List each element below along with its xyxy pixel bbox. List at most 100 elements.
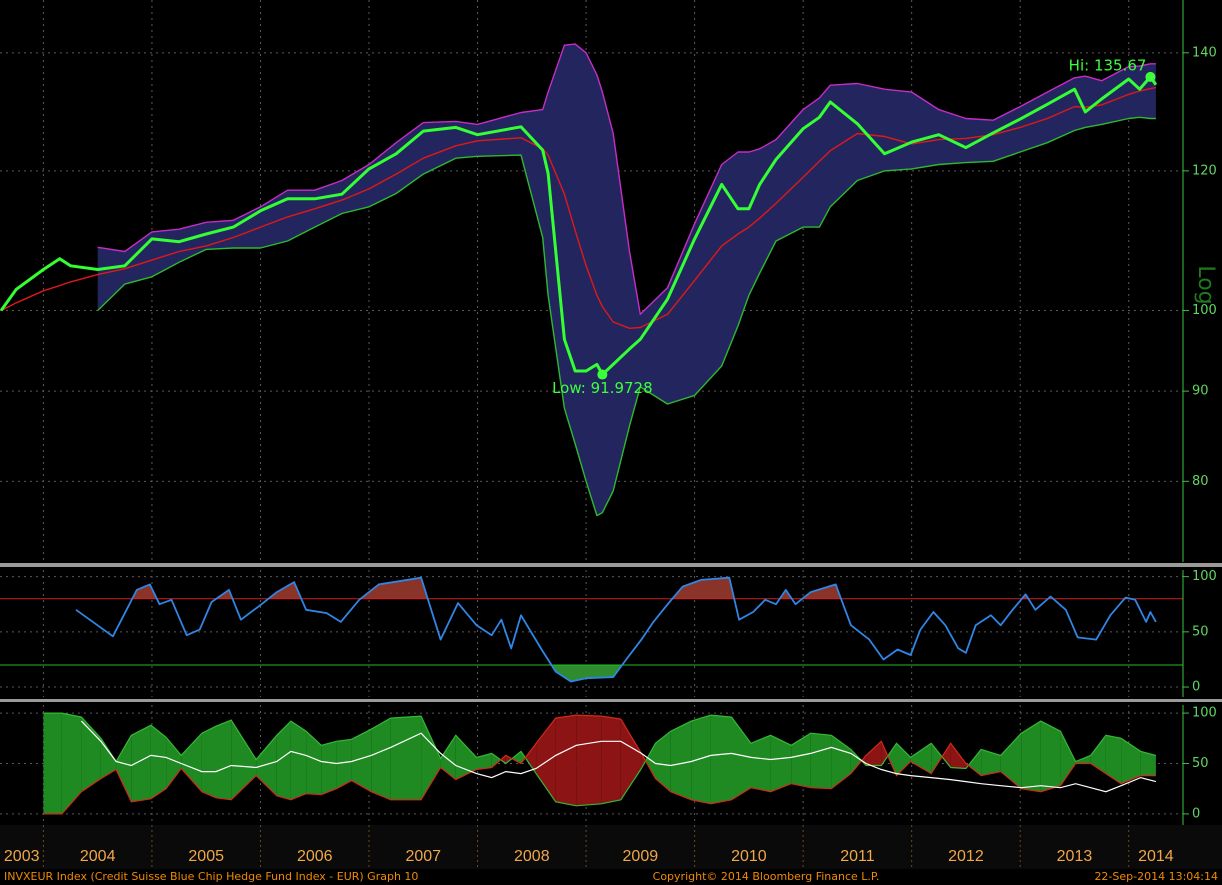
footer-center: Copyright© 2014 Bloomberg Finance L.P.	[653, 870, 880, 883]
x-tick-label: 2003	[4, 848, 40, 865]
osc-fill	[276, 721, 291, 800]
osc-fill	[1121, 738, 1141, 784]
y-tick-label: 120	[1192, 163, 1217, 178]
osc-fill	[231, 720, 257, 800]
y-tick-label: 100	[1192, 303, 1217, 318]
osc-fill	[931, 743, 943, 774]
series-line	[43, 714, 1156, 815]
x-tick-label: 2007	[405, 848, 441, 865]
osc-fill	[43, 713, 62, 814]
osc-fill	[555, 715, 577, 806]
osc-fill	[321, 741, 337, 795]
x-tick-label: 2005	[188, 848, 224, 865]
osc-fill	[968, 749, 982, 776]
y-axis-label: Log	[1193, 265, 1218, 304]
x-tick-label: 2009	[623, 848, 659, 865]
osc-fill	[1140, 751, 1156, 776]
osc-fill	[536, 718, 556, 802]
osc-fill	[500, 755, 506, 764]
osc-fill	[910, 743, 932, 774]
osc-fill	[866, 741, 882, 766]
footer-right: 22-Sep-2014 13:04:14	[1094, 870, 1218, 883]
osc-fill	[1105, 735, 1122, 784]
threshold-fill	[76, 577, 1156, 599]
osc-fill	[942, 743, 951, 768]
x-tick-label: 2008	[514, 848, 550, 865]
osc-fill	[770, 735, 792, 792]
osc-fill	[641, 753, 646, 769]
y-tick-label: 50	[1192, 756, 1209, 771]
osc-fill	[511, 751, 521, 764]
x-tick-label: 2006	[297, 848, 333, 865]
osc-fill	[256, 735, 277, 796]
osc-fill	[290, 721, 307, 800]
osc-fill	[881, 741, 888, 766]
osc-fill	[810, 733, 832, 789]
y-tick-label: 50	[1192, 624, 1209, 639]
osc-fill	[1021, 721, 1041, 792]
osc-fill	[601, 716, 621, 804]
osc-fill	[896, 743, 911, 776]
series-line	[75, 576, 1157, 683]
x-tick-label: 2014	[1138, 848, 1174, 865]
osc-fill	[201, 726, 216, 798]
band-fill	[97, 44, 1156, 516]
osc-fill	[981, 749, 1001, 776]
osc-fill	[100, 738, 117, 779]
y-tick-label: 100	[1192, 706, 1217, 721]
series-line	[43, 712, 1157, 807]
osc-fill	[1000, 733, 1022, 789]
x-tick-label: 2013	[1057, 848, 1093, 865]
osc-fill	[131, 725, 151, 802]
osc-fill	[491, 753, 501, 768]
osc-fill	[791, 733, 811, 788]
osc-fill	[351, 729, 372, 792]
osc-fill	[950, 743, 966, 769]
osc-fill	[887, 743, 897, 776]
osc-fill	[336, 739, 352, 789]
osc-fill	[521, 751, 526, 764]
annotation-marker	[1145, 71, 1156, 82]
osc-fill	[476, 753, 492, 770]
x-tick-label: 2012	[948, 848, 984, 865]
osc-fill	[505, 755, 512, 764]
x-tick-label: 2011	[840, 848, 875, 865]
osc-fill	[691, 715, 711, 804]
osc-fill	[306, 731, 322, 795]
series-line	[80, 720, 1157, 793]
osc-fill	[371, 718, 391, 800]
osc-fill	[150, 725, 167, 799]
osc-fill	[655, 731, 671, 792]
osc-fill	[61, 713, 82, 814]
y-tick-label: 90	[1192, 384, 1209, 399]
y-tick-label: 0	[1192, 680, 1200, 695]
osc-fill	[181, 733, 202, 792]
osc-fill	[440, 735, 456, 780]
osc-fill	[731, 717, 751, 800]
osc-fill	[576, 715, 602, 806]
osc-fill	[710, 715, 732, 804]
x-tick-label: 2010	[731, 848, 767, 865]
y-tick-label: 0	[1192, 806, 1200, 821]
x-axis-strip	[0, 825, 1222, 869]
annotation-label: Hi: 135.67	[1069, 56, 1147, 74]
y-tick-label: 80	[1192, 474, 1209, 489]
osc-fill	[421, 716, 441, 800]
panel-separator	[0, 699, 1222, 702]
panel-separator	[0, 563, 1222, 567]
annotation-label: Low: 91.9728	[552, 379, 653, 397]
x-tick-label: 2004	[80, 848, 116, 865]
osc-fill	[1060, 731, 1076, 786]
osc-fill	[670, 721, 692, 800]
series-line	[97, 43, 1156, 315]
osc-fill	[751, 735, 771, 792]
osc-fill	[116, 735, 132, 802]
y-tick-label: 100	[1192, 569, 1217, 584]
annotation-marker	[597, 369, 608, 380]
osc-fill	[620, 719, 642, 800]
osc-fill	[166, 737, 182, 789]
y-tick-label: 140	[1192, 45, 1217, 60]
footer-left: INVXEUR Index (Credit Suisse Blue Chip H…	[4, 870, 418, 883]
